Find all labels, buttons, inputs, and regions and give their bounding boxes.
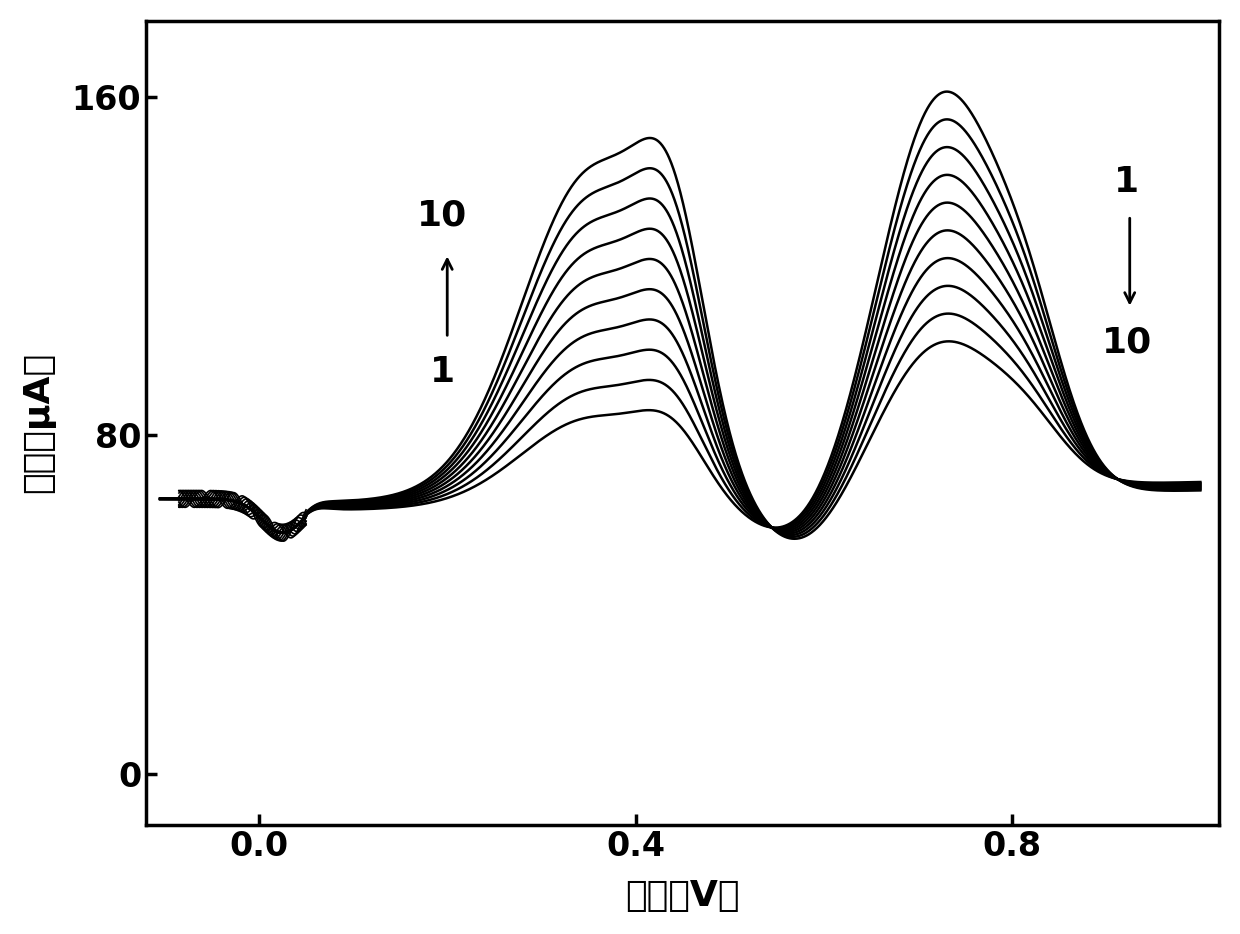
Y-axis label: 电流（μA）: 电流（μA） — [21, 352, 55, 493]
X-axis label: 电压（V）: 电压（V） — [625, 879, 740, 913]
Text: 10: 10 — [418, 198, 467, 233]
Text: 1: 1 — [1115, 164, 1140, 199]
Text: 10: 10 — [1102, 325, 1152, 360]
Text: 1: 1 — [430, 355, 455, 389]
